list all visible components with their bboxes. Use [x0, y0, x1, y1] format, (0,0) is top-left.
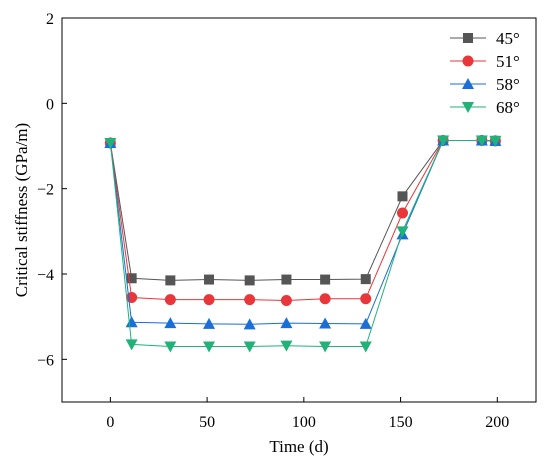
legend-label: 58°: [496, 75, 520, 94]
x-tick-label: 50: [199, 414, 215, 431]
plot-frame: [61, 17, 537, 403]
data-point: [104, 138, 117, 150]
data-point: [397, 207, 409, 219]
y-tick-label: 0: [46, 96, 54, 113]
legend-item: 45°: [450, 29, 520, 48]
data-point: [397, 191, 408, 202]
x-tick-label: 100: [292, 414, 316, 431]
data-series: [104, 134, 502, 353]
data-point: [204, 274, 215, 285]
legend-item: 51°: [450, 52, 520, 71]
plot-border: [61, 17, 537, 403]
legend-marker: [462, 55, 474, 67]
y-axis-title: Critical stiffness (GPa/m): [12, 123, 31, 297]
x-tick-label: 0: [106, 414, 114, 431]
data-point: [125, 339, 138, 351]
data-point: [164, 294, 176, 306]
legend-label: 45°: [496, 29, 520, 48]
y-tick-label: 2: [46, 11, 54, 28]
data-point: [489, 135, 502, 147]
data-point: [243, 341, 256, 353]
legend-marker: [463, 33, 473, 43]
series-line: [109, 140, 496, 347]
data-point: [320, 274, 331, 285]
data-point: [203, 341, 216, 353]
data-point: [243, 318, 256, 330]
data-point: [280, 340, 293, 352]
legend-label: 51°: [496, 52, 520, 71]
data-point: [125, 316, 138, 328]
series-4: [104, 135, 502, 353]
data-point: [244, 275, 255, 286]
y-tick-label: −4: [37, 267, 54, 284]
data-point: [319, 293, 331, 305]
data-point: [319, 341, 332, 353]
data-point: [396, 226, 409, 238]
y-tick-label: −6: [37, 352, 54, 369]
legend-label: 68°: [496, 98, 520, 117]
data-point: [359, 341, 372, 353]
data-point: [281, 274, 292, 285]
x-tick-label: 150: [389, 414, 413, 431]
data-point: [359, 317, 372, 329]
data-point: [126, 273, 137, 284]
data-point: [165, 275, 176, 286]
data-point: [280, 294, 292, 306]
legend-marker: [462, 102, 474, 113]
legend-item: 58°: [450, 75, 520, 94]
y-tick-label: −2: [37, 182, 54, 199]
legend-item: 68°: [450, 98, 520, 117]
data-point: [203, 294, 215, 306]
data-point: [280, 317, 293, 329]
legend-marker: [462, 78, 474, 89]
data-point: [319, 317, 332, 329]
data-point: [203, 317, 216, 329]
data-point: [164, 341, 177, 353]
data-point: [475, 135, 488, 147]
data-point: [360, 293, 372, 305]
axis-ticks: 0 50 100 150 200 −6 −4 −2 0 2: [37, 11, 509, 431]
data-point: [244, 294, 256, 306]
data-point: [164, 317, 177, 329]
data-point: [360, 274, 371, 285]
x-axis-title: Time (d): [269, 437, 328, 456]
data-point: [437, 135, 450, 147]
x-tick-label: 200: [485, 414, 509, 431]
series-line: [109, 140, 496, 281]
legend: 45° 51° 58° 68°: [450, 29, 520, 117]
series-1: [105, 135, 501, 286]
